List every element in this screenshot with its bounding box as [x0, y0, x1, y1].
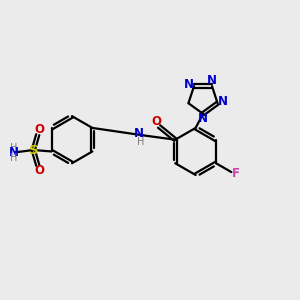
Text: N: N: [184, 78, 194, 91]
Text: F: F: [232, 167, 240, 180]
Text: N: N: [197, 112, 207, 125]
Text: O: O: [34, 123, 44, 136]
Text: N: N: [134, 127, 144, 140]
Text: H: H: [10, 153, 17, 163]
Text: H: H: [10, 143, 17, 153]
Text: O: O: [152, 115, 162, 128]
Text: H: H: [136, 137, 144, 147]
Text: S: S: [28, 143, 38, 157]
Text: O: O: [34, 164, 44, 177]
Text: N: N: [207, 74, 217, 87]
Text: N: N: [9, 146, 19, 159]
Text: N: N: [218, 95, 228, 108]
